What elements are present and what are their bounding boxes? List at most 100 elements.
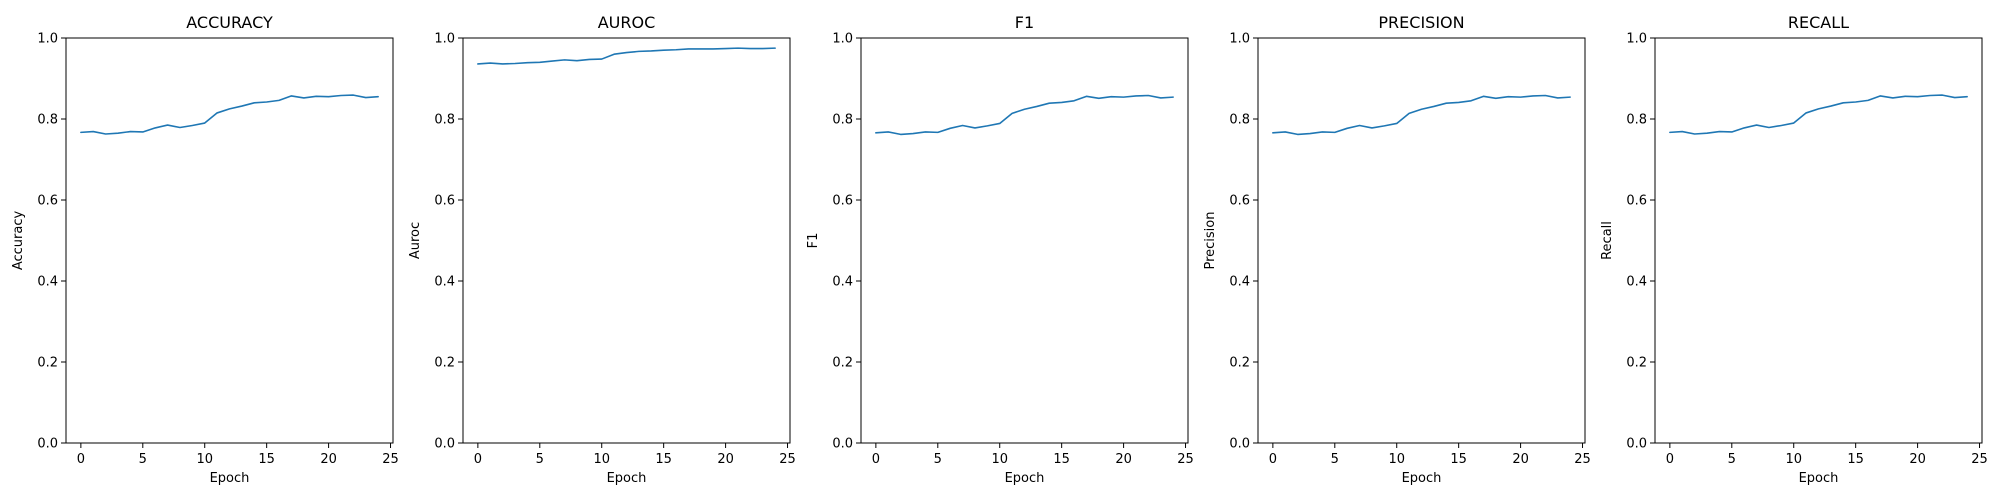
x-axis-label: Epoch: [1402, 471, 1442, 486]
data-point: [1420, 108, 1423, 111]
x-axis-label: Epoch: [210, 471, 250, 486]
data-point: [761, 47, 764, 50]
data-point: [278, 99, 281, 102]
x-tick-label: 20: [1512, 452, 1529, 467]
data-point: [625, 51, 628, 54]
y-tick-label: 0.0: [37, 437, 58, 452]
data-point: [1519, 96, 1522, 99]
y-tick-label: 0.6: [1229, 194, 1250, 209]
data-point: [1879, 94, 1882, 97]
data-point: [1928, 94, 1931, 97]
data-point: [874, 131, 877, 134]
y-tick-label: 0.2: [37, 356, 58, 371]
data-point: [1730, 130, 1733, 133]
data-point: [986, 124, 989, 127]
data-point: [1060, 101, 1063, 104]
data-point: [1854, 100, 1857, 103]
data-point: [1668, 131, 1671, 134]
data-point: [1842, 101, 1845, 104]
x-tick-label: 15: [1847, 452, 1864, 467]
data-point: [1891, 96, 1894, 99]
data-point: [191, 124, 194, 127]
x-tick-label: 25: [779, 452, 796, 467]
data-point: [526, 61, 529, 64]
data-point: [1048, 102, 1051, 105]
data-point: [1309, 132, 1312, 135]
data-point: [538, 61, 541, 64]
plot-frame: [1257, 37, 1586, 444]
data-point: [1457, 101, 1460, 104]
data-point: [998, 122, 1001, 125]
data-point: [1370, 126, 1373, 129]
data-point: [1172, 96, 1175, 99]
y-axis-label: Precision: [1203, 211, 1218, 269]
chart-panel-recall: 0 5 10 15 20 25 0.0 0.2 0.4 0.6 0.8 1.0 RECALL Epoch R…: [1600, 13, 1988, 486]
data-point: [899, 133, 902, 136]
chart-panel-auroc: 0 5 10 15 20 25 0.0 0.2 0.4 0.6 0.8 1.0 AUROC Epoch Au…: [408, 13, 796, 486]
x-tick-label: 10: [1785, 452, 1802, 467]
data-point: [339, 94, 342, 97]
y-tick-label: 0.8: [1626, 113, 1647, 128]
data-point: [352, 94, 355, 97]
y-tick-label: 0.4: [1229, 275, 1250, 290]
chart-panel-accuracy: 0 5 10 15 20 25 0.0 0.2 0.4 0.6 0.8 1.0 ACCURACY Epoc…: [11, 13, 399, 486]
data-point: [662, 49, 665, 52]
y-tick-label: 0.8: [37, 113, 58, 128]
x-tick-label: 10: [1388, 452, 1405, 467]
data-point: [961, 124, 964, 127]
data-point: [1085, 95, 1088, 98]
data-point: [1110, 95, 1113, 98]
data-point: [253, 101, 256, 104]
x-tick-label: 0: [474, 452, 482, 467]
data-point: [1706, 132, 1709, 135]
data-point: [1507, 95, 1510, 98]
y-tick-label: 0.8: [1229, 113, 1250, 128]
y-tick-label: 0.2: [434, 356, 455, 371]
data-point: [1867, 99, 1870, 102]
y-axis-label: F1: [806, 233, 821, 249]
data-point: [79, 131, 82, 134]
data-point: [178, 126, 181, 129]
data-point: [1755, 124, 1758, 127]
data-point: [551, 60, 554, 63]
data-point: [887, 130, 890, 133]
y-tick-label: 0.4: [37, 275, 58, 290]
data-point: [1445, 102, 1448, 105]
data-point: [265, 100, 268, 103]
data-point: [736, 47, 739, 50]
data-point: [1470, 99, 1473, 102]
data-point: [203, 122, 206, 125]
data-point: [613, 53, 616, 56]
y-tick-label: 0.0: [1229, 437, 1250, 452]
y-tick-label: 0.6: [832, 194, 853, 209]
y-tick-label: 0.6: [37, 194, 58, 209]
data-point: [1829, 105, 1832, 108]
data-point: [1780, 124, 1783, 127]
series-line: [477, 47, 776, 65]
data-point: [92, 130, 95, 133]
y-tick-label: 1.0: [37, 32, 58, 47]
data-point: [1569, 96, 1572, 99]
x-tick-label: 10: [196, 452, 213, 467]
data-point: [154, 126, 157, 129]
data-point: [1544, 94, 1547, 97]
data-point: [514, 62, 517, 65]
data-point: [936, 131, 939, 134]
data-point: [1383, 124, 1386, 127]
data-point: [563, 58, 566, 61]
chart-title: PRECISION: [1378, 13, 1464, 32]
data-point: [1432, 105, 1435, 108]
x-tick-label: 25: [1177, 452, 1194, 467]
data-point: [1941, 94, 1944, 97]
x-tick-label: 10: [991, 452, 1008, 467]
chart-title: AUROC: [598, 13, 656, 32]
data-point: [1966, 95, 1969, 98]
x-tick-label: 25: [1574, 452, 1591, 467]
x-tick-label: 25: [1971, 452, 1988, 467]
chart-panel-f1: 0 5 10 15 20 25 0.0 0.2 0.4 0.6 0.8 1.0 F1 Epoch F1: [806, 13, 1194, 486]
data-point: [1271, 131, 1274, 134]
data-point: [501, 62, 504, 65]
data-point: [650, 49, 653, 52]
data-point: [1333, 131, 1336, 134]
data-point: [489, 62, 492, 65]
